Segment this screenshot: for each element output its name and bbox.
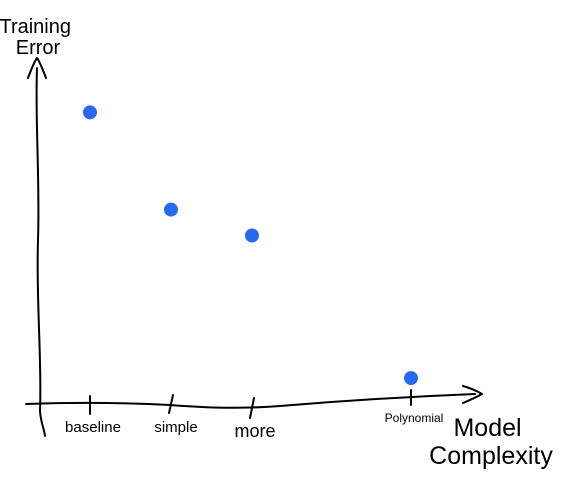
x-tick-simple xyxy=(168,394,174,414)
x-axis-title-line-1: Model xyxy=(453,414,521,442)
x-tick-more xyxy=(249,397,255,419)
y-axis-arrowhead xyxy=(27,57,47,79)
y-axis-title: Training Error xyxy=(0,16,77,59)
y-axis-title-line-2: Error xyxy=(16,37,61,59)
x-tick-label-simple: simple xyxy=(154,419,197,436)
x-axis-arrowhead xyxy=(462,385,483,404)
data-point-simple xyxy=(164,202,178,217)
y-axis-line xyxy=(35,67,46,437)
data-point-polynomial xyxy=(404,371,418,386)
x-tick-label-baseline: baseline xyxy=(65,419,121,436)
x-axis-title: Model Complexity xyxy=(429,414,553,470)
x-tick-label-polynomial: Polynomial xyxy=(385,411,444,425)
x-axis-ticks xyxy=(89,389,412,419)
y-axis-title-line-1: Training xyxy=(0,16,71,38)
x-tick-label-more: more xyxy=(234,421,275,441)
data-point-baseline xyxy=(83,105,97,120)
x-axis-line xyxy=(25,393,476,409)
data-points xyxy=(83,105,418,386)
data-point-more xyxy=(245,228,259,243)
x-axis-tick-labels: baseline simple more Polynomial xyxy=(65,411,443,441)
x-axis-title-line-2: Complexity xyxy=(429,442,553,470)
